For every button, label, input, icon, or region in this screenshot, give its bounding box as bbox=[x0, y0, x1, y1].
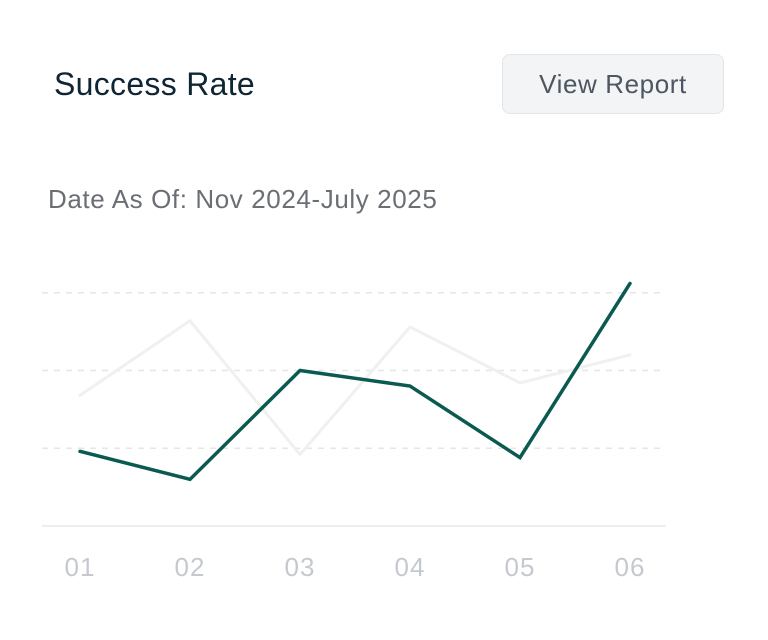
x-tick-label: 03 bbox=[285, 552, 316, 582]
x-tick-label: 05 bbox=[505, 552, 536, 582]
series-lines bbox=[78, 281, 632, 482]
view-report-button[interactable]: View Report bbox=[502, 54, 724, 114]
card-title: Success Rate bbox=[54, 66, 256, 102]
date-range-label: Date As Of: Nov 2024-July 2025 bbox=[48, 184, 438, 214]
x-axis-tick-labels: 01 02 03 04 05 06 bbox=[65, 552, 646, 582]
x-tick-label: 01 bbox=[65, 552, 96, 582]
x-tick-label: 04 bbox=[395, 552, 426, 582]
series-line-1 bbox=[78, 318, 632, 457]
series-line-2 bbox=[78, 281, 632, 482]
x-tick-label: 02 bbox=[175, 552, 206, 582]
x-tick-label: 06 bbox=[615, 552, 646, 582]
grid-lines bbox=[42, 292, 666, 527]
